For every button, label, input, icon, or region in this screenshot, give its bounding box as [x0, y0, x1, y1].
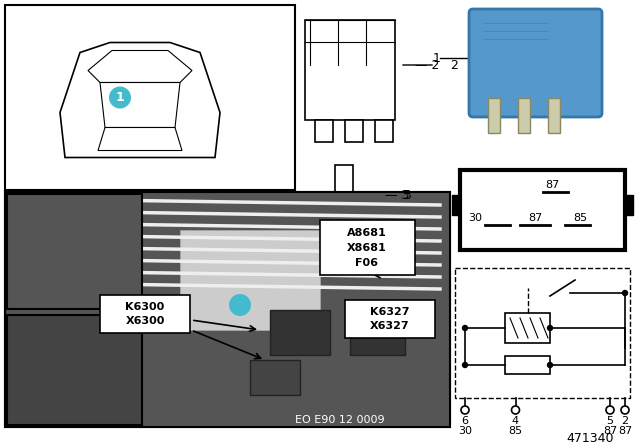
Bar [345, 300, 435, 338]
Circle shape [229, 294, 251, 316]
Text: 3: 3 [403, 189, 411, 202]
Bar [518, 98, 530, 133]
Circle shape [547, 362, 552, 367]
Text: 87: 87 [528, 213, 542, 223]
Text: 1: 1 [433, 52, 441, 65]
Text: F06: F06 [355, 258, 378, 268]
Bar [460, 170, 625, 250]
Circle shape [463, 326, 467, 331]
Bar [180, 230, 320, 330]
Text: EO E90 12 0009: EO E90 12 0009 [295, 415, 385, 425]
Text: 87: 87 [618, 426, 632, 436]
Polygon shape [88, 51, 192, 82]
Text: 30: 30 [458, 426, 472, 436]
Bar [320, 220, 415, 275]
Text: 1: 1 [236, 298, 244, 311]
Text: 85: 85 [573, 213, 587, 223]
Bar [335, 165, 353, 195]
Text: K6327: K6327 [371, 307, 410, 317]
Text: — 2: — 2 [415, 59, 440, 72]
Circle shape [109, 86, 131, 108]
Circle shape [461, 406, 469, 414]
Bar [305, 20, 395, 120]
Text: A8681: A8681 [347, 228, 387, 238]
Bar [455, 268, 630, 398]
Polygon shape [60, 43, 220, 158]
Bar [505, 313, 550, 343]
Circle shape [623, 290, 627, 296]
Text: 5: 5 [607, 416, 614, 426]
Text: X6327: X6327 [370, 321, 410, 331]
Bar [7, 194, 142, 309]
Text: 2: 2 [450, 59, 458, 72]
Text: 4: 4 [512, 416, 519, 426]
Circle shape [511, 406, 520, 414]
Bar [548, 98, 560, 133]
Bar [339, 195, 349, 210]
Text: 471340: 471340 [566, 431, 614, 444]
Text: 6: 6 [461, 416, 468, 426]
Text: 2: 2 [621, 416, 628, 426]
Bar [375, 120, 393, 142]
Bar [5, 192, 450, 427]
Bar [270, 310, 330, 355]
Text: 85: 85 [508, 426, 523, 436]
Text: X6300: X6300 [125, 316, 164, 326]
FancyBboxPatch shape [469, 9, 602, 117]
Bar [250, 360, 300, 395]
Bar [100, 295, 190, 333]
Bar [5, 5, 295, 190]
Circle shape [463, 362, 467, 367]
Text: X8681: X8681 [347, 243, 387, 253]
Text: 1: 1 [116, 91, 124, 104]
Polygon shape [100, 82, 180, 128]
Bar [7, 315, 142, 425]
Text: 87: 87 [603, 426, 617, 436]
Bar [488, 98, 500, 133]
Circle shape [606, 406, 614, 414]
Polygon shape [98, 128, 182, 151]
Bar [625, 195, 633, 215]
Bar [345, 120, 363, 142]
Circle shape [547, 326, 552, 331]
Text: 30: 30 [468, 213, 482, 223]
Text: K6300: K6300 [125, 302, 164, 312]
Circle shape [621, 406, 629, 414]
Text: — 3: — 3 [385, 189, 410, 202]
Bar [5, 192, 450, 427]
Bar [505, 356, 550, 374]
Bar [350, 305, 405, 355]
Text: 87: 87 [545, 180, 559, 190]
Bar [452, 195, 460, 215]
Bar [315, 120, 333, 142]
